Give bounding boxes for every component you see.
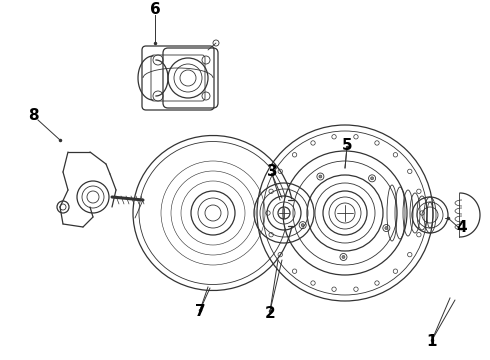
Text: 5: 5 <box>342 138 352 153</box>
Text: 3: 3 <box>267 165 277 180</box>
Text: 1: 1 <box>427 334 437 350</box>
Text: 8: 8 <box>28 108 38 122</box>
Circle shape <box>385 226 388 230</box>
Circle shape <box>370 177 373 180</box>
Text: 2: 2 <box>265 306 275 320</box>
Text: 4: 4 <box>457 220 467 234</box>
Text: 7: 7 <box>195 305 205 320</box>
Text: 6: 6 <box>149 3 160 18</box>
Circle shape <box>319 175 322 178</box>
Circle shape <box>342 256 345 258</box>
Circle shape <box>301 224 304 227</box>
